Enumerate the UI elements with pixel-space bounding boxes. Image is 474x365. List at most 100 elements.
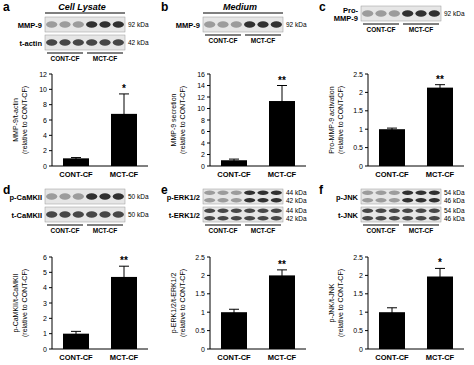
blot-band <box>217 209 228 213</box>
kda-label: 50 kDa <box>128 211 149 218</box>
error-bar <box>229 159 239 161</box>
y-tick-label: 2 <box>359 89 363 96</box>
bar <box>427 277 453 349</box>
blot-band <box>46 21 57 27</box>
blot-band <box>113 193 124 199</box>
group-rule <box>47 225 83 226</box>
blot-band <box>46 39 57 45</box>
blot-band <box>257 198 268 202</box>
bars <box>63 94 137 166</box>
kda-label: 42 kDa <box>286 215 307 222</box>
panel-label: f <box>319 183 324 197</box>
group-rule <box>205 225 241 226</box>
y-axis-label: (relative to CONT-CF) <box>21 86 29 154</box>
y-tick-label: 1 <box>359 309 363 316</box>
blot-strip <box>45 35 125 50</box>
blot-band <box>204 216 215 220</box>
y-tick-label: 0 <box>359 163 363 170</box>
y-tick-label: 2 <box>43 147 47 154</box>
bars <box>63 266 137 349</box>
panel: dp-CaMKII50 kDat-CaMKII50 kDaCONT-CFMCT-… <box>3 183 149 362</box>
y-tick-label: 6 <box>43 117 47 124</box>
group-label: CONT-CF <box>209 227 238 234</box>
blot-band <box>362 191 373 195</box>
kda-label: 46 kDa <box>444 215 465 222</box>
blot-strip <box>45 207 125 222</box>
y-tick-label: 12 <box>39 71 47 78</box>
blot-band <box>113 211 124 217</box>
bar <box>269 275 295 349</box>
blot-band <box>362 198 373 202</box>
y-axis-label: (relative to CONT-CF) <box>179 86 187 154</box>
panel-title: Medium <box>223 2 257 12</box>
x-tick-label: MCT-CF <box>110 353 139 362</box>
panel: bMediumMMP-992 kDaCONT-CFMCT-CF024681012… <box>161 0 307 179</box>
kda-label: 42 kDa <box>128 39 149 46</box>
blot-band <box>231 209 242 213</box>
blot-band <box>257 216 268 220</box>
blot-band <box>257 191 268 195</box>
y-axis <box>368 74 369 166</box>
error-bar <box>119 266 129 287</box>
title-rule <box>203 13 283 14</box>
y-tick-label: 1.5 <box>353 290 363 297</box>
y-axis <box>368 257 369 349</box>
blot-band <box>271 191 282 195</box>
error-bar <box>277 86 287 117</box>
kda-label: 44 kDa <box>286 207 307 214</box>
blot-band <box>73 193 84 199</box>
panel: aCell LysateMMP-992 kDat-actin42 kDaCONT… <box>3 0 149 179</box>
blot-band <box>362 216 373 220</box>
x-tick-label: MCT-CF <box>268 170 297 179</box>
band-label: t-CaMKII <box>12 211 42 220</box>
y-tick-label: 2.5 <box>353 71 363 78</box>
blot-band <box>362 10 373 16</box>
error-cap <box>387 128 397 129</box>
blot-band <box>429 198 440 202</box>
y-tick-label: 12 <box>197 94 205 101</box>
bar <box>427 88 453 166</box>
blot-strip <box>203 207 283 222</box>
group-label: MCT-CF <box>251 227 276 234</box>
kda-label: 92 kDa <box>128 21 149 28</box>
blot-strip <box>361 6 441 21</box>
band-label: p-CaMKII <box>10 193 43 202</box>
group-label: CONT-CF <box>367 26 396 33</box>
band-label: t-actin <box>20 39 43 48</box>
error-bar <box>387 308 397 317</box>
y-tick-label: 2 <box>201 272 205 279</box>
group-label: MCT-CF <box>93 227 118 234</box>
kda-label: 92 kDa <box>286 21 307 28</box>
group-rule <box>47 53 83 54</box>
y-tick-label: 2.5 <box>353 254 363 261</box>
group-rule <box>245 35 281 36</box>
bars <box>379 85 453 166</box>
y-tick-label: 6 <box>201 128 205 135</box>
x-tick-label: CONT-CF <box>217 170 251 179</box>
y-axis-label: MMP-9 secretion <box>170 93 177 146</box>
band-label: MMP-9 <box>176 21 200 30</box>
bars <box>221 270 295 349</box>
y-tick-label: 10 <box>39 86 47 93</box>
blot-band <box>231 21 242 27</box>
blot-band <box>86 193 97 199</box>
blot-band <box>244 21 255 27</box>
blot-band <box>217 21 228 27</box>
error-stem <box>392 308 393 317</box>
group-label: MCT-CF <box>93 55 118 62</box>
y-tick-label: 8 <box>201 117 205 124</box>
blot-band <box>73 211 84 217</box>
y-tick-label: 0 <box>201 163 205 170</box>
error-bar <box>387 128 397 130</box>
band-label: p-JNK <box>336 193 359 202</box>
y-tick-label: 4 <box>201 140 205 147</box>
x-tick-label: CONT-CF <box>59 170 93 179</box>
bar <box>63 158 89 166</box>
blot-band <box>99 211 110 217</box>
y-tick-label: 2 <box>359 272 363 279</box>
y-tick-label: 1 <box>359 126 363 133</box>
significance: ** <box>278 259 286 270</box>
group-rule <box>87 53 123 54</box>
group-rule <box>363 24 399 25</box>
blot-band <box>415 10 426 16</box>
